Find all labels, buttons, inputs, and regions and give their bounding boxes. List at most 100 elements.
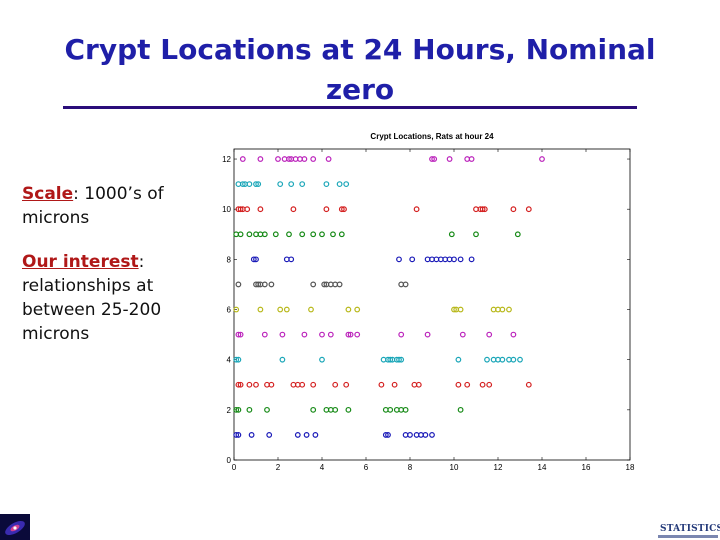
data-point: [422, 432, 429, 438]
data-point: [257, 206, 264, 213]
crypt-scatter-chart: Crypt Locations, Rats at hour 24 0 2 4 6 8 10 1…: [222, 132, 635, 472]
data-point: [336, 181, 343, 188]
data-point: [310, 406, 317, 413]
x-tick-label: 4: [320, 463, 325, 472]
plot-frame: [233, 148, 631, 461]
data-point: [387, 356, 394, 363]
data-point: [253, 181, 259, 188]
data-point: [341, 206, 347, 213]
data-point: [239, 181, 246, 188]
title-divider: [63, 106, 637, 109]
data-point: [246, 406, 253, 413]
data-point: [464, 381, 471, 388]
data-point: [484, 356, 490, 363]
data-point: [264, 406, 270, 413]
data-point: [261, 331, 268, 338]
data-point: [319, 356, 325, 363]
data-point: [253, 381, 259, 388]
data-point: [378, 381, 385, 388]
data-point: [396, 256, 402, 263]
data-point: [277, 306, 284, 313]
data-point: [286, 156, 292, 162]
data-point: [303, 432, 310, 438]
data-point: [290, 206, 297, 213]
data-point: [451, 306, 457, 313]
data-point: [391, 381, 398, 388]
data-point: [308, 306, 314, 313]
data-point: [255, 181, 262, 188]
data-point: [385, 432, 391, 438]
data-point: [345, 306, 352, 313]
data-point: [413, 206, 420, 213]
data-point: [237, 231, 244, 238]
data-point: [382, 432, 389, 438]
x-tick-label: 18: [626, 463, 635, 472]
data-point: [510, 356, 517, 363]
data-point: [510, 331, 517, 338]
data-point: [486, 331, 493, 338]
data-point: [248, 432, 255, 438]
data-point: [424, 331, 431, 338]
data-point: [261, 231, 268, 238]
x-tick-label: 6: [364, 463, 369, 472]
bullet-interest: Our interest: relationships at between 2…: [22, 250, 192, 346]
data-point: [319, 331, 325, 338]
data-point: [233, 406, 240, 413]
bullet-list: Scale: 1000’s of microns Our interest: r…: [22, 182, 192, 366]
x-tick-label: 14: [538, 463, 547, 472]
data-point: [237, 381, 244, 388]
data-point: [506, 306, 512, 313]
data-point: [398, 356, 405, 363]
bullet-scale-text: : 1000’s of microns: [22, 184, 164, 228]
data-point: [299, 231, 306, 238]
data-point: [354, 331, 361, 338]
data-point: [288, 256, 295, 263]
data-point: [250, 256, 257, 263]
data-point: [235, 381, 242, 388]
data-point: [312, 432, 319, 438]
x-tick-label: 16: [582, 463, 591, 472]
slide-title: Crypt Locations at 24 Hours, Nominal zer…: [64, 33, 656, 106]
data-point: [257, 306, 264, 313]
data-point: [525, 381, 532, 388]
statistics-logo: STATISTICS: [660, 524, 720, 534]
data-point: [451, 256, 457, 263]
data-point: [237, 331, 244, 338]
data-point: [310, 381, 317, 388]
y-tick-label: 2: [227, 406, 232, 415]
data-point: [347, 331, 354, 338]
data-point: [479, 381, 486, 388]
data-point: [338, 231, 345, 238]
data-point: [468, 156, 475, 162]
data-point: [323, 181, 330, 188]
data-point: [268, 381, 275, 388]
data-point: [233, 432, 240, 438]
data-point: [321, 281, 328, 288]
bullet-interest-key: Our interest: [22, 252, 139, 272]
data-point: [387, 406, 394, 413]
data-point: [343, 181, 350, 188]
data-point: [277, 181, 284, 188]
data-point: [396, 356, 402, 363]
data-point: [481, 206, 488, 213]
data-point: [479, 206, 486, 213]
data-point: [325, 156, 332, 162]
data-point: [459, 331, 466, 338]
data-point: [446, 156, 453, 162]
data-point: [429, 156, 435, 162]
y-tick-label: 10: [222, 205, 231, 214]
data-point: [310, 281, 317, 288]
data-point: [514, 231, 521, 238]
data-point: [415, 381, 422, 388]
data-point: [338, 206, 345, 213]
data-point: [345, 331, 352, 338]
y-tick-label: 6: [227, 306, 232, 315]
data-point: [499, 356, 506, 363]
data-point: [457, 306, 464, 313]
x-tick-label: 12: [494, 463, 503, 472]
data-point: [301, 156, 308, 162]
chart-title: Crypt Locations, Rats at hour 24: [370, 132, 494, 141]
data-point: [455, 381, 462, 388]
data-point: [279, 331, 286, 338]
data-point: [279, 356, 286, 363]
